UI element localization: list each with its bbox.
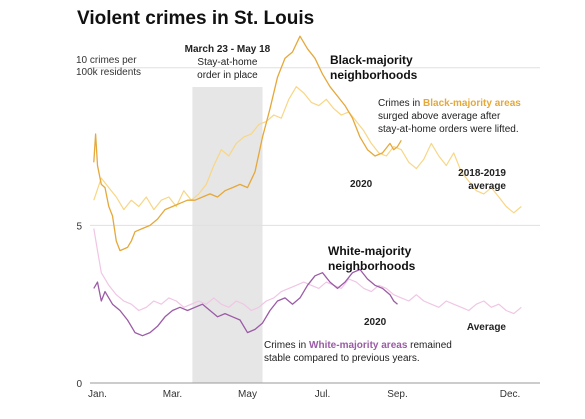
chart-title: Violent crimes in St. Louis	[77, 8, 315, 29]
stay-at-home-shade	[192, 87, 263, 383]
y-tick-label-5: 5	[76, 221, 82, 232]
black-note-line3: stay-at-home orders were lifted.	[378, 124, 519, 135]
stay-at-home-dates: March 23 - May 18	[185, 44, 271, 55]
black-group-label-line2: neighborhoods	[330, 68, 418, 82]
series-line-white-average	[93, 228, 522, 315]
y-tick-label-10-line1: 100k residents	[76, 67, 141, 78]
x-tick-label-dec: Dec.	[500, 389, 521, 400]
white-group-label-line2: neighborhoods	[328, 259, 416, 273]
stay-at-home-label-line2: order in place	[197, 70, 258, 81]
black-note-line2: surged above average after	[378, 111, 501, 122]
x-tick-label-jan: Jan.	[88, 389, 107, 400]
black-note-line1: Crimes in Black-majority areas	[378, 98, 521, 109]
x-tick-label-mar: Mar.	[163, 389, 182, 400]
x-tick-label-jul: Jul.	[315, 389, 331, 400]
x-tick-label-sep: Sep.	[387, 389, 408, 400]
x-tick-label-may: May	[238, 389, 257, 400]
black-average-label-line1: 2018-2019	[458, 168, 506, 179]
series-line-white-2020	[93, 268, 398, 337]
y-tick-label-10-line0: 10 crimes per	[76, 55, 137, 66]
black-group-label-line1: Black-majority	[330, 53, 413, 67]
white-note-line2: stable compared to previous years.	[264, 353, 420, 364]
series-line-black-2020	[93, 35, 402, 252]
black-average-label-line2: average	[468, 181, 506, 192]
stay-at-home-label-line1: Stay-at-home	[197, 57, 257, 68]
white-note-line1: Crimes in White-majority areas remained	[264, 340, 452, 351]
y-tick-label-0: 0	[76, 379, 82, 390]
white-group-label-line1: White-majority	[328, 244, 412, 258]
black-2020-label: 2020	[350, 179, 373, 190]
series-line-black-average	[93, 86, 522, 214]
white-2020-label: 2020	[364, 317, 387, 328]
white-average-label: Average	[467, 322, 507, 333]
